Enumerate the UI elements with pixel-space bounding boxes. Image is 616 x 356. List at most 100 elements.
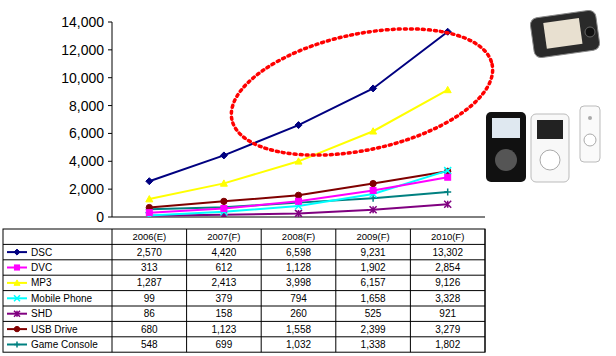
marker	[14, 249, 20, 255]
marker	[370, 206, 377, 213]
marker	[14, 265, 19, 270]
marker	[146, 210, 152, 216]
marker	[295, 210, 302, 217]
y-tick-label: 0	[96, 209, 104, 225]
marker	[146, 178, 153, 185]
table-value: 525	[365, 308, 382, 319]
camera-screen	[543, 18, 582, 49]
marker	[444, 167, 451, 174]
table-value: 2,399	[361, 324, 386, 335]
player-screen	[537, 120, 563, 139]
table-value: 2,413	[211, 277, 236, 288]
marker	[221, 198, 227, 204]
table-col-line	[261, 229, 262, 352]
table-value: 612	[216, 262, 233, 273]
marker	[14, 342, 20, 348]
marker	[220, 180, 227, 186]
category-label: 2008(F)	[282, 231, 315, 242]
category-label: 2006(E)	[132, 231, 166, 242]
series-line	[149, 171, 447, 216]
highlight-ellipse	[220, 8, 504, 177]
table-value: 1,338	[361, 339, 386, 350]
marker	[296, 198, 302, 204]
table-value: 6,598	[286, 247, 311, 258]
marker	[370, 180, 376, 186]
table-row-line	[3, 336, 485, 337]
marker	[295, 158, 302, 164]
table-col-line	[186, 229, 187, 352]
marker	[14, 326, 19, 331]
table-row-line	[3, 244, 485, 245]
table-value: 3,998	[286, 277, 311, 288]
legend-entry: SHD	[7, 308, 52, 319]
marker	[221, 206, 227, 212]
table-value: 2,570	[137, 247, 162, 258]
table-row-line	[3, 321, 485, 322]
marker	[370, 128, 377, 134]
y-tick-label: 6,000	[69, 125, 104, 141]
table-value: 1,032	[286, 339, 311, 350]
table-value: 86	[144, 308, 156, 319]
table-value: 1,802	[435, 339, 460, 350]
camera-lens	[585, 27, 595, 37]
legend-entry: DSC	[7, 247, 52, 258]
y-tick	[108, 77, 112, 78]
marker	[444, 188, 451, 195]
table-col-line	[410, 229, 411, 352]
legend-label: Game Console	[31, 339, 98, 350]
table-row-line	[3, 306, 485, 307]
y-tick-label: 12,000	[61, 42, 104, 58]
y-tick-label: 8,000	[69, 98, 104, 114]
data-table: 2006(E) 2007(F) 2008(F) 2009(F) 2010(F) DSC 2,…	[3, 229, 485, 352]
table-value: 313	[141, 262, 158, 273]
table-value: 9,231	[361, 247, 386, 258]
y-axis-line	[112, 22, 113, 217]
series-line	[149, 177, 447, 212]
marker	[14, 280, 20, 285]
legend-label: MP3	[31, 277, 52, 288]
marker	[220, 152, 227, 159]
marker	[295, 122, 302, 129]
player-black	[486, 112, 526, 182]
table-value: 1,902	[361, 262, 386, 273]
legend-label: Mobile Phone	[31, 293, 93, 304]
series	[146, 188, 451, 212]
y-axis: 02,0004,0006,0008,00010,00012,00014,000	[61, 14, 485, 225]
table-row-line	[3, 290, 485, 291]
legend-entry: Mobile Phone	[7, 293, 93, 304]
y-tick	[108, 105, 112, 106]
marker	[370, 85, 377, 92]
table-value: 379	[216, 293, 233, 304]
table-value: 3,279	[435, 324, 460, 335]
legend-entry: Game Console	[7, 339, 98, 350]
y-tick	[108, 133, 112, 134]
marker	[444, 201, 451, 208]
y-tick	[108, 217, 112, 218]
series	[146, 174, 450, 215]
table-col-line	[335, 229, 336, 352]
table-value: 548	[141, 339, 158, 350]
category-label: 2007(F)	[207, 231, 240, 242]
table-value: 1,658	[361, 293, 386, 304]
table-value: 4,420	[211, 247, 236, 258]
player-shuffle	[580, 106, 600, 162]
legend-entry: DVC	[7, 262, 52, 273]
player-wheel	[584, 134, 596, 146]
table-value: 9,126	[435, 277, 460, 288]
camera-body	[530, 10, 601, 59]
player-screen	[492, 118, 520, 138]
legend-label: SHD	[31, 308, 52, 319]
table-row-line	[3, 259, 485, 260]
table-value: 1,123	[211, 324, 236, 335]
series	[146, 167, 451, 217]
table-value: 921	[439, 308, 456, 319]
series-line	[149, 90, 447, 199]
table-value: 99	[144, 293, 156, 304]
category-label: 2009(F)	[356, 231, 389, 242]
table-row-line	[3, 275, 485, 276]
series-line	[149, 32, 447, 181]
table-value: 794	[290, 293, 307, 304]
player-led	[588, 116, 592, 120]
category-label: 2010(F)	[431, 231, 464, 242]
marker	[14, 295, 20, 301]
